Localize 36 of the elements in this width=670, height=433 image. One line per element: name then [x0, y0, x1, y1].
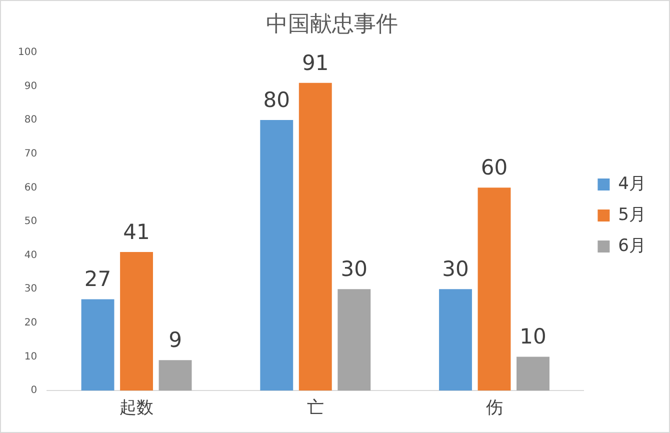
- x-tick-label: 起数: [120, 398, 154, 418]
- y-tick-label: 10: [24, 351, 38, 362]
- y-tick-label: 100: [18, 46, 38, 58]
- y-tick-label: 60: [24, 182, 38, 194]
- data-label: 30: [340, 257, 368, 282]
- bar: [478, 188, 511, 391]
- legend-label: 6月: [618, 236, 646, 256]
- bar: [439, 289, 472, 391]
- data-label: 91: [302, 50, 329, 75]
- y-tick-label: 70: [24, 148, 38, 160]
- y-tick-label: 40: [24, 250, 38, 261]
- data-label: 41: [123, 220, 150, 244]
- y-tick-label: 30: [24, 284, 38, 295]
- data-label: 10: [520, 324, 546, 349]
- data-label: 9: [168, 328, 182, 352]
- bar: [516, 356, 550, 391]
- data-label: 30: [442, 257, 469, 282]
- data-label: 27: [84, 267, 112, 292]
- legend-label: 5月: [618, 204, 646, 225]
- data-label: 60: [480, 156, 508, 180]
- bar: [81, 299, 114, 391]
- y-tick-label: 80: [24, 114, 38, 126]
- data-label: 80: [263, 88, 290, 112]
- bar: [298, 82, 332, 391]
- x-tick-label: 伤: [486, 398, 503, 418]
- bar: [260, 120, 294, 391]
- y-tick-label: 0: [30, 385, 38, 396]
- y-tick-label: 20: [24, 318, 38, 329]
- legend-label: 4月: [618, 174, 646, 194]
- bar: [338, 289, 371, 391]
- chart-title: 中国献忠事件: [266, 12, 398, 37]
- y-tick-label: 90: [24, 80, 38, 92]
- bar: [158, 360, 192, 391]
- y-tick-label: 50: [24, 216, 38, 228]
- bar: [120, 252, 153, 391]
- x-tick-label: 亡: [306, 398, 324, 418]
